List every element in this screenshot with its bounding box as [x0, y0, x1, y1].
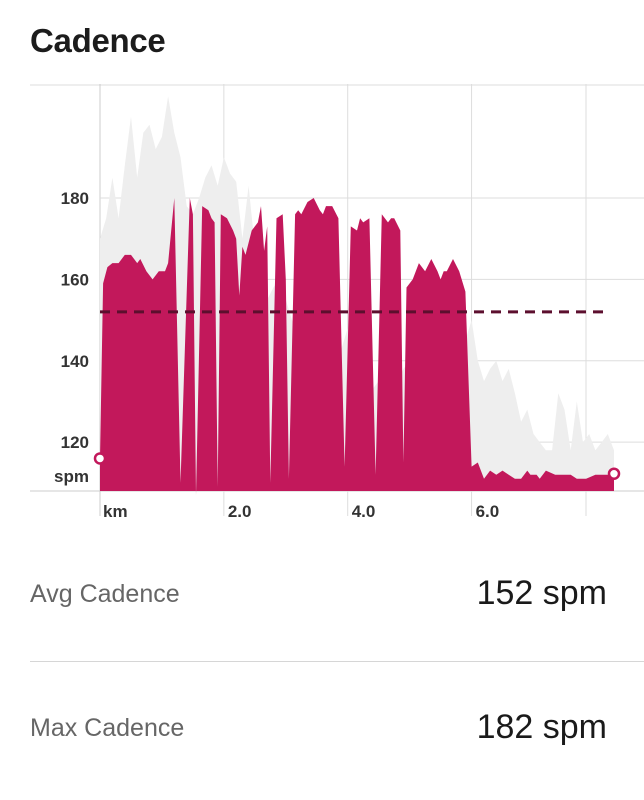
cadence-area [100, 198, 614, 496]
y-axis-unit-label: spm [54, 467, 89, 486]
avg-cadence-label: Avg Cadence [30, 580, 180, 608]
max-cadence-value: 182 spm [476, 708, 607, 746]
start-marker [93, 452, 107, 465]
avg-cadence-value: 152 spm [476, 574, 607, 612]
x-axis-unit-label: km [103, 502, 128, 521]
max-cadence-row: Max Cadence 182 spm [0, 696, 644, 766]
page-title: Cadence [30, 22, 166, 59]
x-tick-label: 6.0 [476, 502, 500, 521]
end-marker [607, 467, 621, 480]
y-tick-label: 160 [61, 270, 89, 289]
y-tick-label: 140 [61, 352, 89, 371]
cadence-area-path [100, 198, 614, 496]
x-tick-label: 4.0 [352, 502, 376, 521]
x-tick-label: 2.0 [228, 502, 252, 521]
divider [30, 661, 644, 662]
avg-cadence-row: Avg Cadence 152 spm [0, 562, 644, 632]
y-tick-label: 120 [61, 433, 89, 452]
markers [93, 452, 621, 480]
y-tick-label: 180 [61, 189, 89, 208]
max-cadence-label: Max Cadence [30, 714, 185, 742]
